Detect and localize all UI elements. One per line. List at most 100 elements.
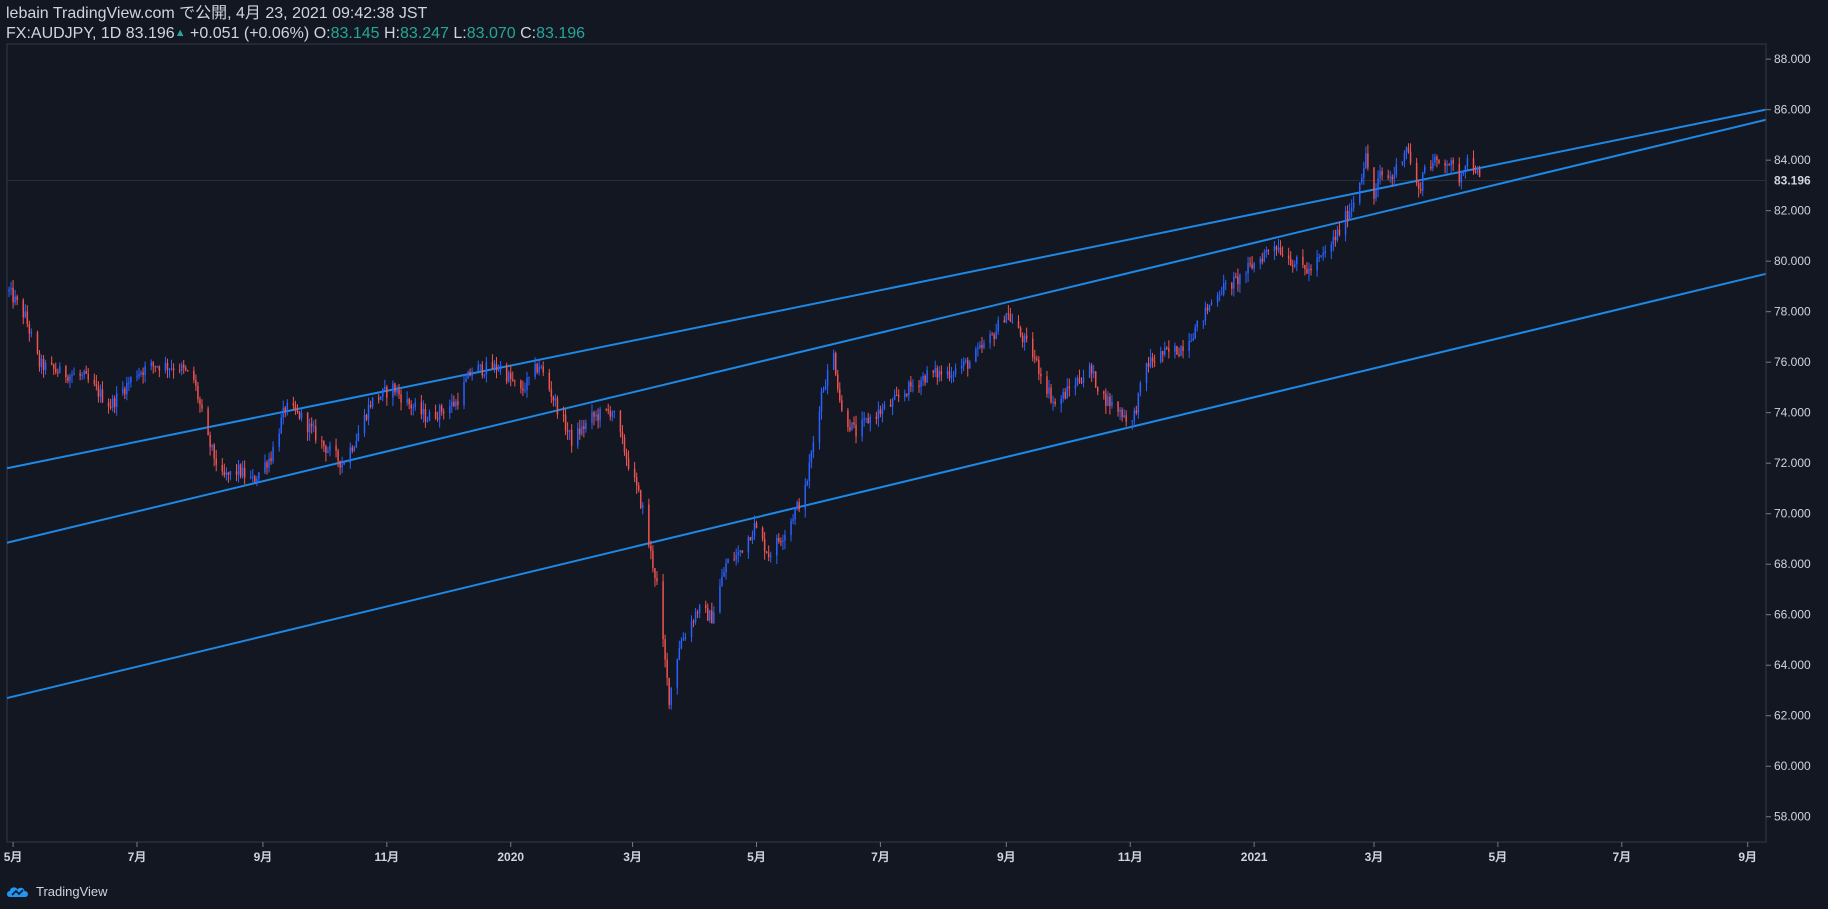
- y-tick-label: 88.000: [1774, 52, 1811, 66]
- candle-body: [499, 365, 502, 371]
- x-tick-label: 9月: [1738, 850, 1757, 864]
- candle-body: [254, 476, 256, 482]
- x-tick-label: 7月: [871, 850, 890, 864]
- x-tick-label: 9月: [997, 850, 1016, 864]
- close-label: C:: [520, 25, 537, 42]
- candle-body: [142, 372, 144, 376]
- candle-body: [1078, 378, 1081, 382]
- candle-body: [952, 374, 955, 376]
- candle-body: [1460, 173, 1463, 183]
- candle-body: [83, 371, 85, 375]
- candle-body: [136, 376, 138, 378]
- candle-body: [1009, 313, 1012, 322]
- candle-body: [912, 385, 914, 387]
- candle-body: [938, 371, 941, 378]
- channel-lines[interactable]: [6, 108, 1767, 700]
- candle-body: [30, 332, 33, 334]
- candle-body: [209, 435, 211, 448]
- time-axis[interactable]: 5月 7月 9月 11月 2020 3月 5月 7月 9月 11月 2021 3月 5月 7月 9月: [4, 842, 1757, 864]
- candle-body: [367, 404, 370, 420]
- candle-body: [278, 433, 280, 447]
- y-tick-label: 82.000: [1774, 204, 1811, 218]
- y-tick-label: 86.000: [1774, 103, 1811, 117]
- candle-body: [776, 537, 778, 556]
- candle-body: [1391, 176, 1394, 180]
- candle-body: [936, 368, 939, 378]
- candle-body: [477, 365, 479, 372]
- channel-line-upper[interactable]: [6, 108, 1767, 470]
- candle-body: [579, 428, 581, 435]
- symbol-label[interactable]: FX:AUDJPY, 1D: [6, 25, 122, 42]
- candle-body: [1119, 409, 1121, 412]
- candle-body: [1393, 174, 1396, 180]
- channel-line-lower[interactable]: [6, 272, 1767, 700]
- close-value: 83.196: [536, 25, 586, 42]
- channel-line-middle[interactable]: [6, 118, 1767, 544]
- candle-body: [1444, 162, 1446, 166]
- candle-body: [804, 484, 807, 510]
- candle-body: [1365, 153, 1367, 169]
- candle-body: [1344, 211, 1347, 235]
- candle-body: [690, 621, 693, 638]
- candle-body: [981, 344, 983, 348]
- candle-body: [1174, 346, 1176, 352]
- candle-body: [22, 300, 24, 318]
- candle-body: [924, 376, 926, 383]
- candle-body: [1021, 335, 1024, 343]
- candle-body: [1251, 264, 1253, 269]
- candle-body: [1139, 383, 1142, 393]
- candle-body: [1076, 378, 1079, 386]
- candle-body: [507, 372, 510, 382]
- candle-body: [152, 362, 154, 366]
- candle-body: [847, 410, 849, 428]
- candle-body: [1090, 365, 1093, 374]
- candle-body: [1204, 307, 1207, 321]
- candle-body: [613, 410, 616, 413]
- candle-body: [865, 418, 867, 420]
- candle-body: [568, 429, 571, 432]
- candle-body: [869, 416, 872, 424]
- candle-body: [1438, 160, 1440, 163]
- candle-body: [684, 637, 687, 639]
- candle-body: [782, 540, 784, 542]
- candle-body: [548, 372, 551, 390]
- candle-body: [321, 440, 323, 442]
- brand-name: TradingView: [36, 884, 108, 899]
- candle-body: [591, 412, 593, 423]
- candle-body: [1320, 255, 1322, 257]
- candle-body: [1430, 166, 1432, 169]
- candle-body: [455, 401, 457, 407]
- candle-body: [1048, 387, 1050, 394]
- candle-body: [1361, 177, 1363, 183]
- candle-body: [1277, 247, 1280, 250]
- candle-body: [1060, 398, 1062, 405]
- candle-body: [1432, 162, 1434, 169]
- candle-body: [109, 406, 112, 408]
- tradingview-brand[interactable]: TradingView: [6, 884, 108, 899]
- y-tick-label: 70.000: [1774, 507, 1811, 521]
- candle-body: [806, 481, 809, 485]
- candle-body: [676, 659, 679, 688]
- candle-body: [449, 406, 451, 414]
- candle-body: [227, 472, 230, 475]
- candle-body: [481, 364, 484, 376]
- candle-body: [666, 659, 668, 678]
- y-tick-label: 64.000: [1774, 658, 1811, 672]
- candle-body: [310, 423, 313, 427]
- candle-body: [256, 478, 258, 482]
- y-tick-label: 76.000: [1774, 355, 1811, 369]
- candle-body: [1050, 387, 1052, 403]
- candle-body: [1476, 168, 1479, 173]
- candle-body: [180, 364, 183, 371]
- candle-body: [440, 405, 443, 412]
- candle-body: [1046, 376, 1048, 394]
- candle-body: [40, 358, 43, 368]
- candle-body: [1395, 164, 1398, 175]
- y-tick-label: 84.000: [1774, 153, 1811, 167]
- candle-body: [1462, 171, 1465, 174]
- candle-body: [465, 378, 467, 383]
- price-axis[interactable]: 58.000 60.000 62.000 64.000 66.000 68.000 70.0…: [1766, 52, 1814, 824]
- candle-body: [286, 402, 289, 412]
- candle-body: [1375, 188, 1377, 199]
